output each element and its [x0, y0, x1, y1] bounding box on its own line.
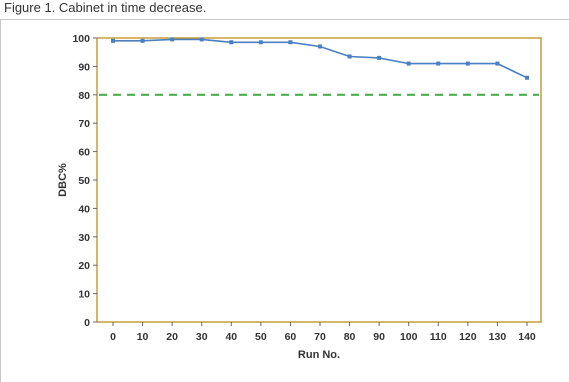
data-point: [465, 61, 470, 66]
figure-caption: Figure 1. Cabinet in time decrease.: [4, 0, 207, 15]
x-tick-label: 50: [255, 331, 267, 343]
y-tick-label: 50: [78, 175, 90, 187]
y-tick-label: 20: [78, 260, 90, 272]
y-tick-label: 90: [78, 61, 90, 73]
x-tick-label: 60: [285, 331, 297, 343]
x-tick-label: 40: [225, 331, 237, 343]
y-tick-label: 0: [84, 317, 90, 329]
x-tick-label: 110: [430, 331, 447, 343]
data-point: [525, 75, 529, 80]
y-tick-label: 30: [78, 232, 90, 244]
frame-top-border: [0, 19, 569, 20]
data-point: [495, 61, 500, 66]
data-point: [377, 55, 382, 60]
y-tick-label: 60: [78, 147, 90, 159]
x-tick-label: 0: [110, 331, 116, 343]
data-point: [436, 61, 441, 66]
data-point: [199, 37, 204, 42]
data-point: [288, 40, 293, 45]
x-tick-label: 10: [137, 331, 149, 343]
x-tick-label: 80: [344, 331, 356, 343]
data-point: [258, 40, 263, 45]
x-tick-label: 70: [314, 331, 326, 343]
y-tick-label: 10: [78, 289, 90, 301]
x-tick-label: 140: [518, 331, 536, 343]
x-tick-label: 100: [400, 331, 418, 343]
plot-area: [96, 37, 542, 323]
x-tick-label: 90: [373, 331, 385, 343]
x-tick-label: 130: [489, 331, 507, 343]
x-axis-title: Run No.: [298, 349, 340, 361]
y-tick-label: 70: [78, 118, 90, 130]
data-point: [140, 38, 145, 43]
x-tick-label: 20: [166, 331, 178, 343]
y-tick-label: 80: [78, 90, 90, 102]
data-points: [111, 37, 529, 80]
y-tick-label: 40: [78, 203, 90, 215]
y-tick-label: 100: [72, 33, 90, 45]
data-point: [318, 44, 322, 49]
x-tick-label: 30: [196, 331, 208, 343]
x-tick-label: 120: [459, 331, 477, 343]
frame-left-border: [0, 19, 1, 382]
y-axis-title: DBC%: [57, 163, 69, 197]
y-axis: 0 10 20 30 40 50 60 70 80 90 100: [72, 33, 97, 329]
data-point: [406, 61, 411, 66]
x-axis: 0 10 20 30 40 50 60 70 80 90 100 110 120 130 140: [110, 322, 536, 343]
data-point: [170, 37, 175, 42]
data-point: [229, 40, 234, 45]
data-point: [347, 54, 352, 59]
data-point: [111, 38, 115, 43]
